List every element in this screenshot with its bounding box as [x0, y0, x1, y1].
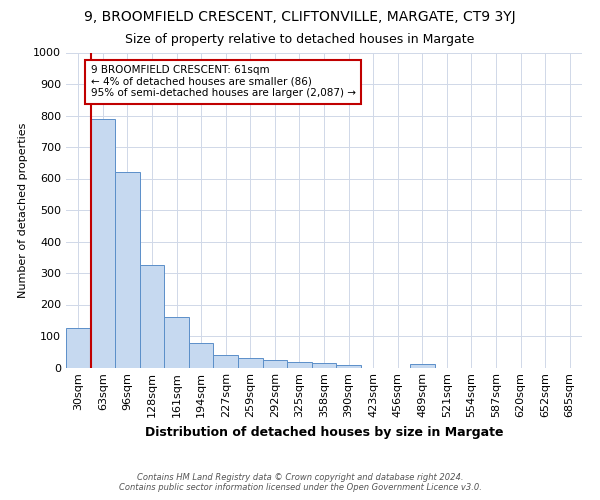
Bar	[410, 364, 434, 368]
Bar	[238, 358, 263, 368]
Text: Contains HM Land Registry data © Crown copyright and database right 2024.
Contai: Contains HM Land Registry data © Crown c…	[119, 473, 481, 492]
Bar	[164, 317, 189, 368]
Bar	[336, 365, 361, 368]
Bar	[263, 360, 287, 368]
Text: 9 BROOMFIELD CRESCENT: 61sqm
← 4% of detached houses are smaller (86)
95% of sem: 9 BROOMFIELD CRESCENT: 61sqm ← 4% of det…	[91, 65, 356, 98]
Bar	[287, 362, 312, 368]
Bar	[214, 355, 238, 368]
Bar	[66, 328, 91, 368]
Bar	[91, 118, 115, 368]
Bar	[189, 343, 214, 367]
Bar	[140, 265, 164, 368]
Y-axis label: Number of detached properties: Number of detached properties	[17, 122, 28, 298]
Text: 9, BROOMFIELD CRESCENT, CLIFTONVILLE, MARGATE, CT9 3YJ: 9, BROOMFIELD CRESCENT, CLIFTONVILLE, MA…	[84, 10, 516, 24]
Bar	[312, 364, 336, 368]
X-axis label: Distribution of detached houses by size in Margate: Distribution of detached houses by size …	[145, 426, 503, 439]
Bar	[115, 172, 140, 368]
Text: Size of property relative to detached houses in Margate: Size of property relative to detached ho…	[125, 32, 475, 46]
